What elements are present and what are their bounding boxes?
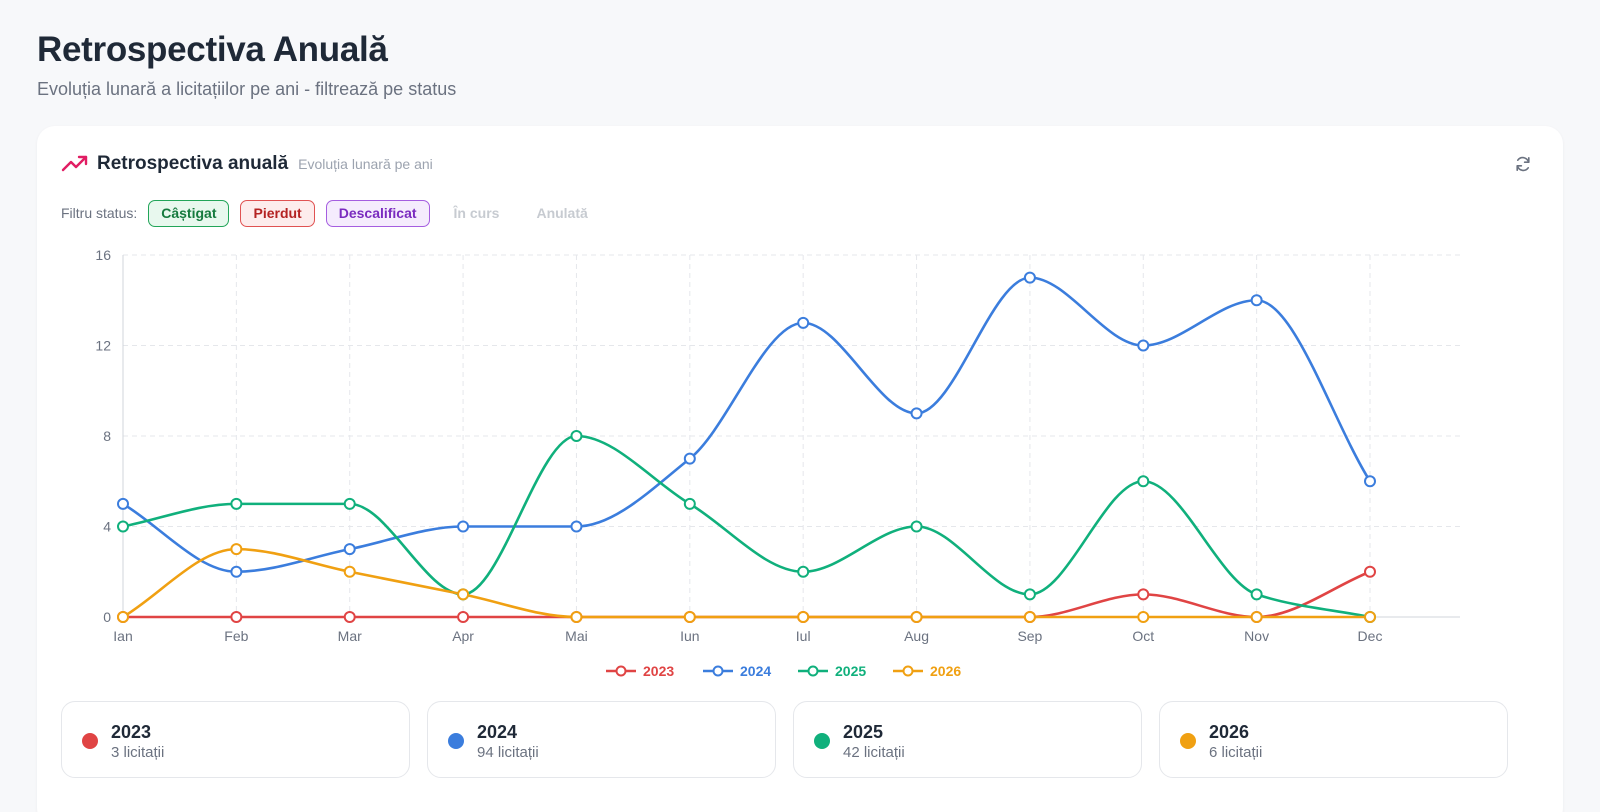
legend-marker — [902, 665, 914, 677]
stat-year: 2024 — [477, 722, 518, 742]
legend-label: 2023 — [643, 663, 674, 679]
stat-card-2024: 2024 94 licitații — [427, 701, 776, 778]
stat-year: 2025 — [843, 722, 884, 742]
legend-item-2025[interactable]: 2025 — [798, 663, 866, 679]
stat-count: 42 licitații — [843, 744, 905, 761]
filter-chip-descalificat[interactable]: Descalificat — [325, 199, 430, 227]
stat-year: 2023 — [111, 722, 152, 742]
series-color-dot — [82, 733, 98, 749]
legend-marker — [615, 665, 627, 677]
card-header: Retrospectiva anuală Evoluția lunară pe … — [61, 150, 433, 178]
stat-year: 2026 — [1209, 722, 1250, 742]
filter-label: Filtru status: — [61, 205, 138, 221]
stat-count: 94 licitații — [477, 744, 539, 761]
status-filter: Filtru status: Câștigat Pierdut Descalif… — [61, 199, 612, 227]
filter-chip-pierdut[interactable]: Pierdut — [240, 199, 315, 227]
legend-item-2024[interactable]: 2024 — [703, 663, 771, 679]
stat-count: 6 licitații — [1209, 744, 1263, 761]
legend-marker — [807, 665, 819, 677]
filter-chip-anulata[interactable]: Anulată — [536, 204, 588, 221]
legend-item-2023[interactable]: 2023 — [606, 663, 674, 679]
series-color-dot — [448, 733, 464, 749]
year-stats: 2023 3 licitații 2024 94 licitații 2025 … — [61, 701, 1508, 778]
legend-label: 2024 — [740, 663, 771, 679]
card-title: Retrospectiva anuală — [97, 153, 289, 174]
card-subtitle: Evoluția lunară pe ani — [298, 156, 433, 172]
series-color-dot — [1180, 733, 1196, 749]
legend-marker — [712, 665, 724, 677]
filter-chip-in-curs[interactable]: În curs — [453, 204, 500, 221]
refresh-button[interactable] — [1511, 152, 1535, 176]
refresh-icon — [1516, 156, 1530, 172]
stat-card-2023: 2023 3 licitații — [61, 701, 410, 778]
stat-card-2026: 2026 6 licitații — [1159, 701, 1508, 778]
stat-card-2025: 2025 42 licitații — [793, 701, 1142, 778]
stat-count: 3 licitații — [111, 744, 165, 761]
trending-up-icon — [61, 153, 89, 175]
legend-label: 2026 — [930, 663, 961, 679]
legend-label: 2025 — [835, 663, 866, 679]
page-title: Retrospectiva Anuală — [37, 30, 388, 69]
retrospective-card: Retrospectiva anuală Evoluția lunară pe … — [37, 126, 1563, 812]
legend-item-2026[interactable]: 2026 — [893, 663, 961, 679]
series-color-dot — [814, 733, 830, 749]
filter-chip-castigat[interactable]: Câștigat — [148, 199, 230, 227]
page-subtitle: Evoluția lunară a licitațiilor pe ani - … — [37, 79, 457, 99]
